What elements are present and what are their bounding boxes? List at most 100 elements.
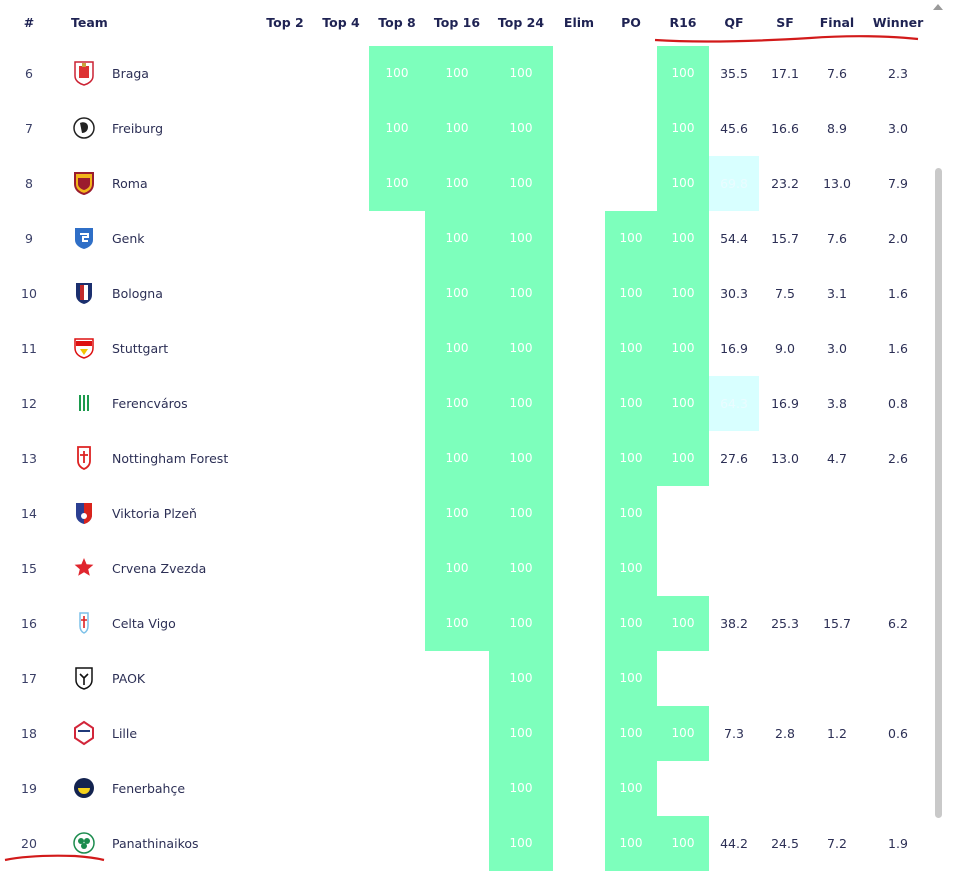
cell-winner: 7.9 <box>888 176 908 191</box>
team-name[interactable]: Fenerbahçe <box>112 781 186 796</box>
header-r16[interactable]: R16 <box>669 15 697 30</box>
cell-qf: 45.6 <box>720 121 748 136</box>
team-name[interactable]: Bologna <box>112 286 163 301</box>
team-name[interactable]: Panathinaikos <box>112 836 199 851</box>
rank-cell: 9 <box>25 231 33 246</box>
cell-r16: 100 <box>657 431 709 486</box>
header-final[interactable]: Final <box>819 15 855 30</box>
cell-r16: 100 <box>657 156 709 211</box>
cell-winner: 1.9 <box>888 836 908 851</box>
roma-crest-icon <box>72 170 96 196</box>
cell-top16: 100 <box>425 211 489 266</box>
cell-po: 100 <box>605 266 657 321</box>
header-top24[interactable]: Top 24 <box>497 15 545 30</box>
team-name[interactable]: Lille <box>112 726 138 741</box>
header-sf[interactable]: SF <box>776 15 794 30</box>
cell-final: 8.9 <box>827 121 847 136</box>
team-name[interactable]: Stuttgart <box>112 341 169 356</box>
rank-cell: 11 <box>21 341 37 356</box>
cell-qf: 64.3 <box>709 376 759 431</box>
cell-sf: 17.1 <box>771 66 799 81</box>
cell-winner: 2.3 <box>888 66 908 81</box>
team-name[interactable]: Ferencváros <box>112 396 188 411</box>
cell-final: 3.1 <box>827 286 847 301</box>
team-name[interactable]: Viktoria Plzeň <box>112 506 197 521</box>
cell-top24: 100 <box>489 541 553 596</box>
cell-top24: 100 <box>489 46 553 101</box>
cell-sf: 24.5 <box>771 836 799 851</box>
cell-top24: 100 <box>489 706 553 761</box>
rank-cell: 10 <box>21 286 37 301</box>
bologna-crest-icon <box>72 280 96 306</box>
header-po[interactable]: PO <box>621 15 641 30</box>
rank-cell: 6 <box>25 66 33 81</box>
team-name[interactable]: PAOK <box>112 671 146 686</box>
cell-r16: 100 <box>657 376 709 431</box>
cell-winner: 0.6 <box>888 726 908 741</box>
cell-r16: 100 <box>657 46 709 101</box>
cell-r16: 100 <box>657 266 709 321</box>
cell-po: 100 <box>605 376 657 431</box>
team-name[interactable]: Nottingham Forest <box>112 451 229 466</box>
cell-winner: 1.6 <box>888 341 908 356</box>
cell-po: 100 <box>605 211 657 266</box>
team-name[interactable]: Roma <box>112 176 148 191</box>
scroll-up-arrow-icon[interactable] <box>933 4 943 10</box>
cell-top16: 100 <box>425 596 489 651</box>
cell-sf: 25.3 <box>771 616 799 631</box>
header-top2[interactable]: Top 2 <box>266 15 304 30</box>
cell-top24: 100 <box>489 101 553 156</box>
header-winner[interactable]: Winner <box>872 15 924 30</box>
header-top8[interactable]: Top 8 <box>378 15 416 30</box>
cell-winner: 0.8 <box>888 396 908 411</box>
cell-final: 7.6 <box>827 66 847 81</box>
header-qf[interactable]: QF <box>724 15 744 30</box>
cell-qf: 69.8 <box>709 156 759 211</box>
rank-cell: 14 <box>21 506 37 521</box>
team-name[interactable]: Genk <box>112 231 145 246</box>
braga-crest-icon <box>72 60 96 86</box>
cell-qf: 54.4 <box>720 231 748 246</box>
team-name[interactable]: Braga <box>112 66 149 81</box>
cell-top16: 100 <box>425 541 489 596</box>
panathinaikos-crest-icon <box>72 830 96 856</box>
rank-cell: 16 <box>21 616 37 631</box>
cell-r16: 100 <box>657 101 709 156</box>
cell-winner: 6.2 <box>888 616 908 631</box>
cell-winner: 2.0 <box>888 231 908 246</box>
header-elim[interactable]: Elim <box>563 15 595 30</box>
cell-top24: 100 <box>489 156 553 211</box>
cell-top24: 100 <box>489 596 553 651</box>
cell-top16: 100 <box>425 486 489 541</box>
cell-winner: 3.0 <box>888 121 908 136</box>
cell-final: 15.7 <box>823 616 851 631</box>
team-name[interactable]: Celta Vigo <box>112 616 176 631</box>
cell-qf: 35.5 <box>720 66 748 81</box>
ferencvaros-crest-icon <box>72 390 96 416</box>
cell-top16: 100 <box>425 156 489 211</box>
cell-final: 1.2 <box>827 726 847 741</box>
header-rank[interactable]: # <box>23 15 35 30</box>
lille-crest-icon <box>72 720 96 746</box>
annotation-underline-header <box>654 35 919 43</box>
cell-r16: 100 <box>657 211 709 266</box>
header-top4[interactable]: Top 4 <box>322 15 360 30</box>
cell-po: 100 <box>605 486 657 541</box>
cell-top8: 100 <box>369 101 425 156</box>
rank-cell: 19 <box>21 781 37 796</box>
header-top16[interactable]: Top 16 <box>433 15 481 30</box>
header-team[interactable]: Team <box>71 15 108 30</box>
cell-sf: 2.8 <box>775 726 795 741</box>
scrollbar-thumb[interactable] <box>935 168 942 818</box>
team-name[interactable]: Crvena Zvezda <box>112 561 207 576</box>
cell-qf: 27.6 <box>720 451 748 466</box>
annotation-underline-row20 <box>4 854 105 862</box>
nottingham-forest-crest-icon <box>72 445 96 471</box>
cell-r16: 100 <box>657 596 709 651</box>
cell-po: 100 <box>605 596 657 651</box>
team-name[interactable]: Freiburg <box>112 121 164 136</box>
cell-final: 13.0 <box>823 176 851 191</box>
rank-cell: 15 <box>21 561 37 576</box>
cell-po: 100 <box>605 431 657 486</box>
